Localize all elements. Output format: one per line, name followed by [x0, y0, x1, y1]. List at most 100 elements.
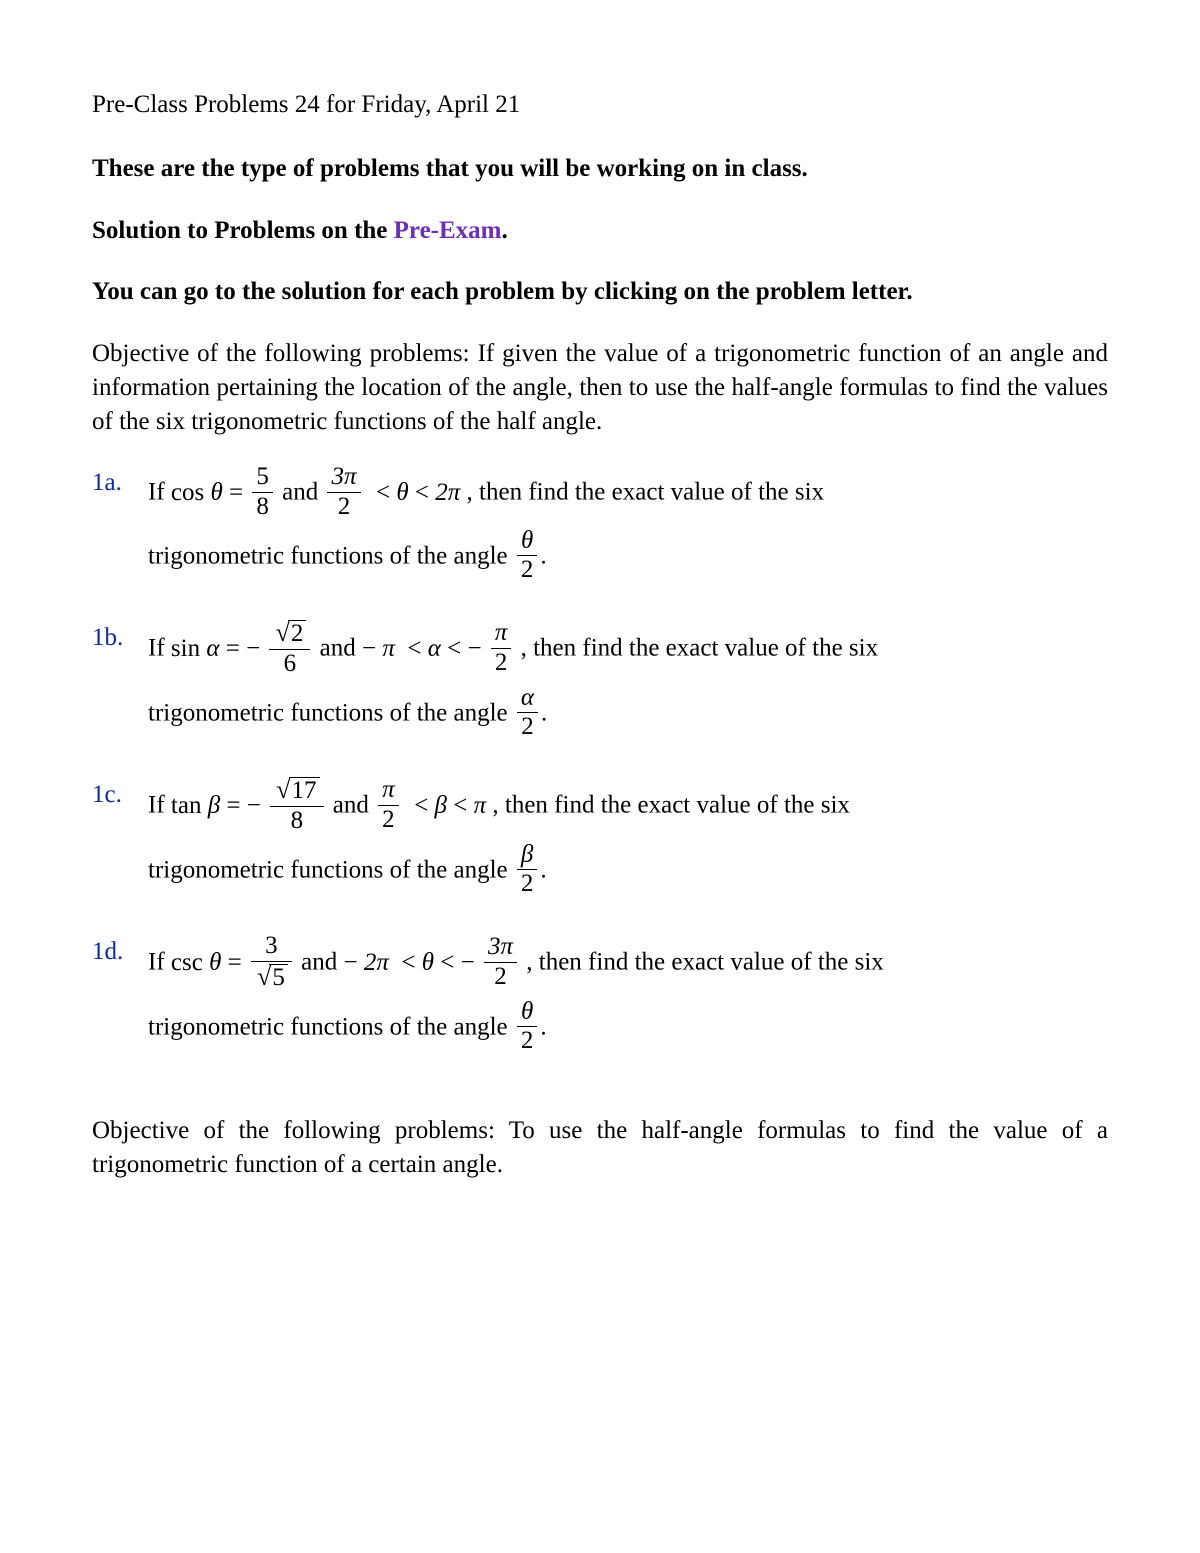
- value-num: 17: [289, 777, 320, 804]
- var: θ: [210, 479, 222, 506]
- and: and: [282, 479, 324, 506]
- sqrt: 17: [274, 776, 319, 804]
- range-left-den: 2: [327, 493, 360, 520]
- var: θ: [209, 949, 221, 976]
- range-left: 3π 2: [327, 464, 360, 520]
- value-fraction: 5 8: [252, 464, 273, 520]
- problem-1a: 1a. If cos θ = 5 8 and 3π 2: [92, 466, 1108, 593]
- range-right: 2π: [435, 479, 460, 506]
- and: and: [320, 635, 362, 662]
- value-num: 5: [252, 464, 273, 492]
- half-den: 2: [517, 713, 538, 740]
- range-left-num: π: [378, 777, 399, 805]
- value-fraction: 17 8: [270, 776, 323, 834]
- value-den: 6: [269, 650, 310, 677]
- problem-1c: 1c. If tan β = − 17 8 and π 2: [92, 778, 1108, 907]
- problem-body: If cos θ = 5 8 and 3π 2 < θ < 2π: [148, 466, 1108, 593]
- problem-1b: 1b. If sin α = − 2 6 and − π < α < −: [92, 621, 1108, 750]
- line2-suffix: .: [540, 856, 546, 883]
- problem-1d: 1d. If csc θ = 3 5 and − 2π < θ < −: [92, 935, 1108, 1064]
- problem-label[interactable]: 1d.: [92, 935, 148, 969]
- line2-suffix: .: [540, 1013, 546, 1040]
- intro-line-1: These are the type of problems that you …: [92, 152, 1108, 186]
- value-fraction: 2 6: [269, 619, 310, 677]
- sqrt: 2: [273, 619, 306, 647]
- func: csc: [171, 949, 203, 976]
- value-den: 8: [252, 493, 273, 520]
- line2-prefix: trigonometric functions of the angle: [148, 542, 514, 569]
- half-den: 2: [517, 556, 538, 583]
- half-num: α: [517, 685, 538, 713]
- intro-line-2-suffix: .: [502, 217, 508, 244]
- tail: , then find the exact value of the six: [467, 479, 825, 506]
- if-text: If: [148, 479, 171, 506]
- eq: =: [226, 792, 246, 819]
- func: cos: [171, 479, 204, 506]
- var: β: [208, 792, 220, 819]
- and: and: [333, 792, 375, 819]
- value-den: 8: [270, 807, 323, 834]
- half-angle: θ 2: [517, 528, 538, 584]
- line2-suffix: .: [540, 542, 546, 569]
- range-right: π 2: [491, 620, 512, 676]
- line2-prefix: trigonometric functions of the angle: [148, 856, 514, 883]
- tail: , then find the exact value of the six: [526, 949, 884, 976]
- value-num: 3: [251, 933, 292, 961]
- sqrt: 5: [255, 963, 288, 991]
- range-right: 3π 2: [484, 934, 517, 990]
- half-angle: θ 2: [517, 999, 538, 1055]
- func: tan: [171, 792, 202, 819]
- if-text: If: [148, 949, 171, 976]
- var: α: [206, 635, 219, 662]
- range-var: θ: [422, 949, 434, 976]
- eq: =: [229, 479, 249, 506]
- value-den: 5: [269, 964, 288, 991]
- func: sin: [171, 635, 200, 662]
- intro-line-2: Solution to Problems on the Pre-Exam.: [92, 214, 1108, 248]
- range-left: π 2: [378, 777, 399, 833]
- range-right: π: [474, 792, 487, 819]
- document-page: Pre-Class Problems 24 for Friday, April …: [0, 0, 1200, 1553]
- problem-body: If csc θ = 3 5 and − 2π < θ < − 3π 2: [148, 935, 1108, 1064]
- pre-exam-link[interactable]: Pre-Exam: [394, 217, 502, 244]
- range-left-den: 2: [378, 806, 399, 833]
- problem-label[interactable]: 1a.: [92, 466, 148, 500]
- and: and: [301, 949, 343, 976]
- tail: , then find the exact value of the six: [521, 635, 879, 662]
- tail: , then find the exact value of the six: [492, 792, 850, 819]
- range-left: 2π: [364, 949, 389, 976]
- range-var: β: [435, 792, 447, 819]
- range-var: θ: [396, 479, 408, 506]
- if-text: If: [148, 792, 171, 819]
- range-left: π: [382, 635, 395, 662]
- value-fraction: 3 5: [251, 933, 292, 991]
- half-num: θ: [517, 528, 538, 556]
- eq: =: [228, 949, 248, 976]
- range-right-num: π: [491, 620, 512, 648]
- range-right-num: 3π: [488, 933, 513, 960]
- intro-line-2-prefix: Solution to Problems on the: [92, 217, 394, 244]
- problem-body: If tan β = − 17 8 and π 2 < β < π: [148, 778, 1108, 907]
- line2-prefix: trigonometric functions of the angle: [148, 1013, 514, 1040]
- problem-body: If sin α = − 2 6 and − π < α < − π 2: [148, 621, 1108, 750]
- objective-1: Objective of the following problems: If …: [92, 337, 1108, 438]
- objective-2: Objective of the following problems: To …: [92, 1114, 1108, 1182]
- problem-label[interactable]: 1b.: [92, 621, 148, 655]
- intro-line-3: You can go to the solution for each prob…: [92, 275, 1108, 309]
- half-angle: β 2: [517, 842, 538, 898]
- line2-prefix: trigonometric functions of the angle: [148, 699, 514, 726]
- half-den: 2: [517, 870, 538, 897]
- eq: =: [226, 635, 246, 662]
- problem-label[interactable]: 1c.: [92, 778, 148, 812]
- range-var: α: [428, 635, 441, 662]
- range-right-den: 2: [491, 649, 512, 676]
- range-right-den: 2: [484, 963, 517, 990]
- page-title: Pre-Class Problems 24 for Friday, April …: [92, 88, 1108, 122]
- range-left-num: 3π: [331, 463, 356, 490]
- half-angle: α 2: [517, 685, 538, 741]
- half-num: θ: [517, 999, 538, 1027]
- line2-suffix: .: [541, 699, 547, 726]
- half-den: 2: [517, 1027, 538, 1054]
- half-num: β: [517, 842, 538, 870]
- value-num: 2: [288, 620, 307, 647]
